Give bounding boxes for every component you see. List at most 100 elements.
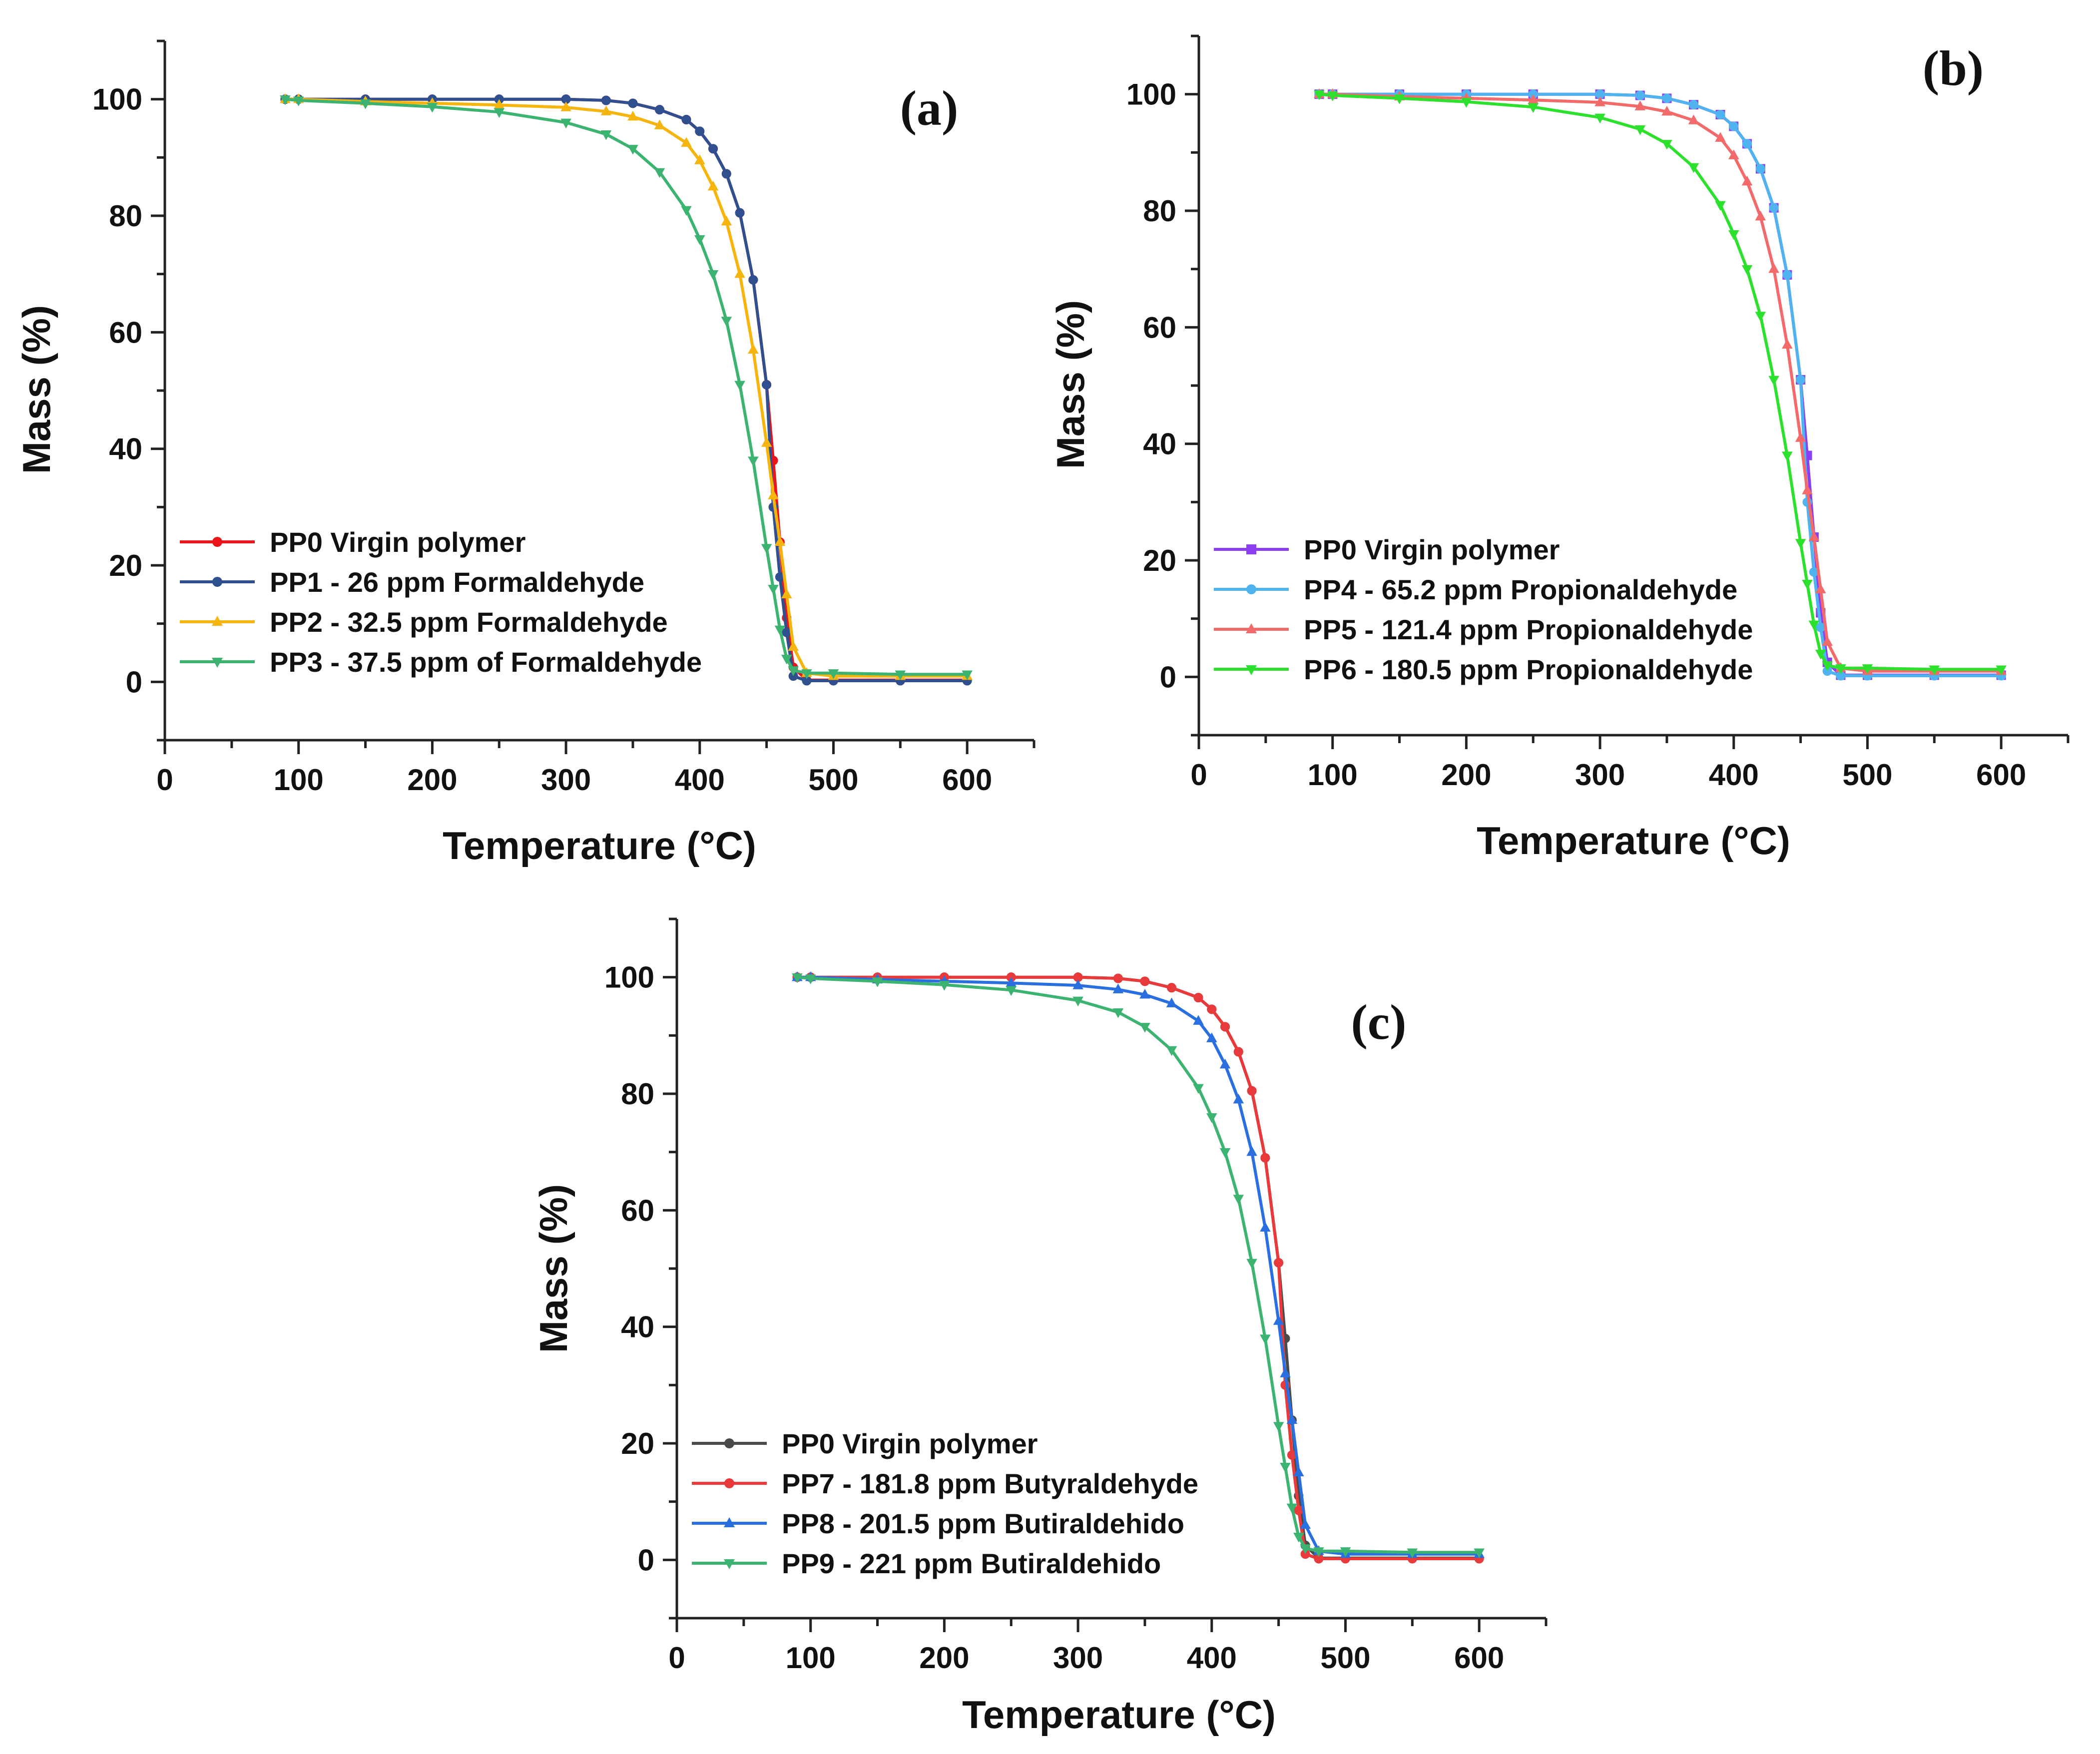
data-point: [1634, 100, 1646, 110]
data-point: [1233, 1195, 1244, 1205]
data-point: [1313, 1547, 1324, 1557]
data-point: [1862, 664, 1873, 674]
data-point: [761, 437, 772, 447]
data-point: [1139, 988, 1150, 999]
data-point: [707, 180, 719, 191]
data-point: [1688, 100, 1698, 110]
legend-marker: [724, 1559, 735, 1569]
data-point: [828, 669, 839, 679]
data-point: [1728, 149, 1739, 159]
data-point: [1688, 163, 1699, 173]
data-point: [1273, 1422, 1284, 1432]
data-point: [1166, 983, 1176, 993]
data-point: [1193, 993, 1203, 1002]
y-axis-title: Mass (%): [14, 305, 58, 474]
x-tick-label: 400: [675, 763, 725, 797]
data-point: [1327, 91, 1338, 101]
data-point: [1233, 1093, 1244, 1104]
series-line: [797, 975, 1480, 1556]
data-point: [1233, 1047, 1243, 1057]
data-point: [1139, 1023, 1150, 1033]
data-point: [1594, 113, 1605, 124]
series-line: [1319, 92, 2002, 673]
data-point: [1769, 203, 1779, 213]
data-point: [1728, 230, 1739, 240]
data-point: [1280, 1367, 1291, 1377]
data-point: [1729, 121, 1739, 131]
x-tick-label: 100: [1308, 758, 1358, 792]
y-tick-label: 60: [109, 316, 142, 349]
data-point: [1193, 1015, 1204, 1025]
data-point: [1220, 1022, 1230, 1032]
data-point: [1822, 661, 1833, 671]
data-point: [1755, 164, 1765, 174]
data-point: [601, 95, 611, 105]
data-point: [1662, 93, 1672, 103]
y-tick-label: 0: [638, 1543, 654, 1577]
data-point: [1273, 1315, 1284, 1325]
data-point: [721, 317, 732, 327]
legend: PP0 Virgin polymer PP4 - 65.2 ppm Propion…: [1214, 534, 1753, 685]
data-point: [1768, 263, 1779, 273]
data-point: [1688, 114, 1699, 124]
data-point: [721, 215, 732, 226]
data-point: [895, 670, 906, 681]
legend-label: PP6 - 180.5 ppm Propionaldehyde: [1304, 654, 1753, 685]
data-point: [1755, 210, 1766, 221]
x-tick-label: 300: [541, 763, 591, 797]
data-point: [962, 670, 973, 681]
legend-label: PP5 - 121.4 ppm Propionaldehyde: [1304, 614, 1753, 645]
data-point: [1274, 1258, 1284, 1268]
data-point: [802, 676, 812, 686]
data-point: [600, 105, 612, 115]
data-point: [792, 973, 803, 983]
chart-panel-2: 0 100 200 300 400 500 600 0 20 40 60 80 100 Mass (%) T…: [1049, 34, 2070, 863]
series-line: [285, 97, 968, 678]
chart-panel-1: 0 100 200 300 400 500 600 0 20 40 60 80 100 Mass (%) T…: [14, 39, 1036, 868]
data-point: [788, 666, 799, 676]
data-point: [561, 94, 571, 104]
data-point: [627, 110, 638, 121]
legend-marker: [1246, 544, 1256, 554]
data-point: [1112, 1008, 1124, 1018]
x-axis-title: Temperature (°C): [443, 824, 756, 868]
y-tick-label: 100: [1126, 78, 1176, 111]
y-axis-title: Mass (%): [1049, 300, 1092, 469]
data-point: [1929, 665, 1940, 676]
data-point: [654, 105, 664, 115]
data-point: [707, 270, 719, 280]
data-point: [762, 380, 772, 390]
data-point: [1755, 312, 1766, 322]
x-tick-label: 100: [274, 763, 324, 797]
y-tick-label: 80: [1143, 194, 1176, 228]
x-tick-label: 0: [1190, 758, 1207, 792]
data-point: [734, 381, 745, 391]
legend: PP0 Virgin polymer PP7 - 181.8 ppm Butyra…: [692, 1428, 1198, 1579]
legend-label: PP1 - 26 ppm Formaldehyde: [270, 566, 644, 598]
legend-marker: [212, 658, 223, 668]
series-4: [792, 973, 1485, 1559]
data-point: [1808, 620, 1820, 631]
data-point: [681, 115, 691, 124]
data-point: [1293, 1532, 1304, 1543]
data-point: [735, 208, 745, 218]
data-point: [1219, 1148, 1231, 1158]
data-point: [761, 544, 772, 554]
legend-label: PP8 - 201.5 ppm Butiraldehido: [782, 1508, 1184, 1539]
data-point: [768, 489, 779, 499]
data-point: [708, 144, 718, 154]
data-point: [1815, 583, 1826, 594]
data-point: [801, 669, 812, 679]
data-point: [1715, 132, 1726, 142]
y-tick-label: 20: [1143, 544, 1176, 577]
data-point: [427, 103, 438, 113]
y-tick-label: 20: [621, 1427, 654, 1460]
data-point: [1796, 375, 1806, 385]
x-tick-label: 300: [1575, 758, 1625, 792]
x-tick-label: 200: [407, 763, 457, 797]
data-point: [1715, 201, 1726, 211]
data-point: [1166, 997, 1177, 1007]
data-point: [694, 154, 705, 164]
x-tick-label: 0: [156, 763, 173, 797]
data-point: [1802, 484, 1813, 494]
